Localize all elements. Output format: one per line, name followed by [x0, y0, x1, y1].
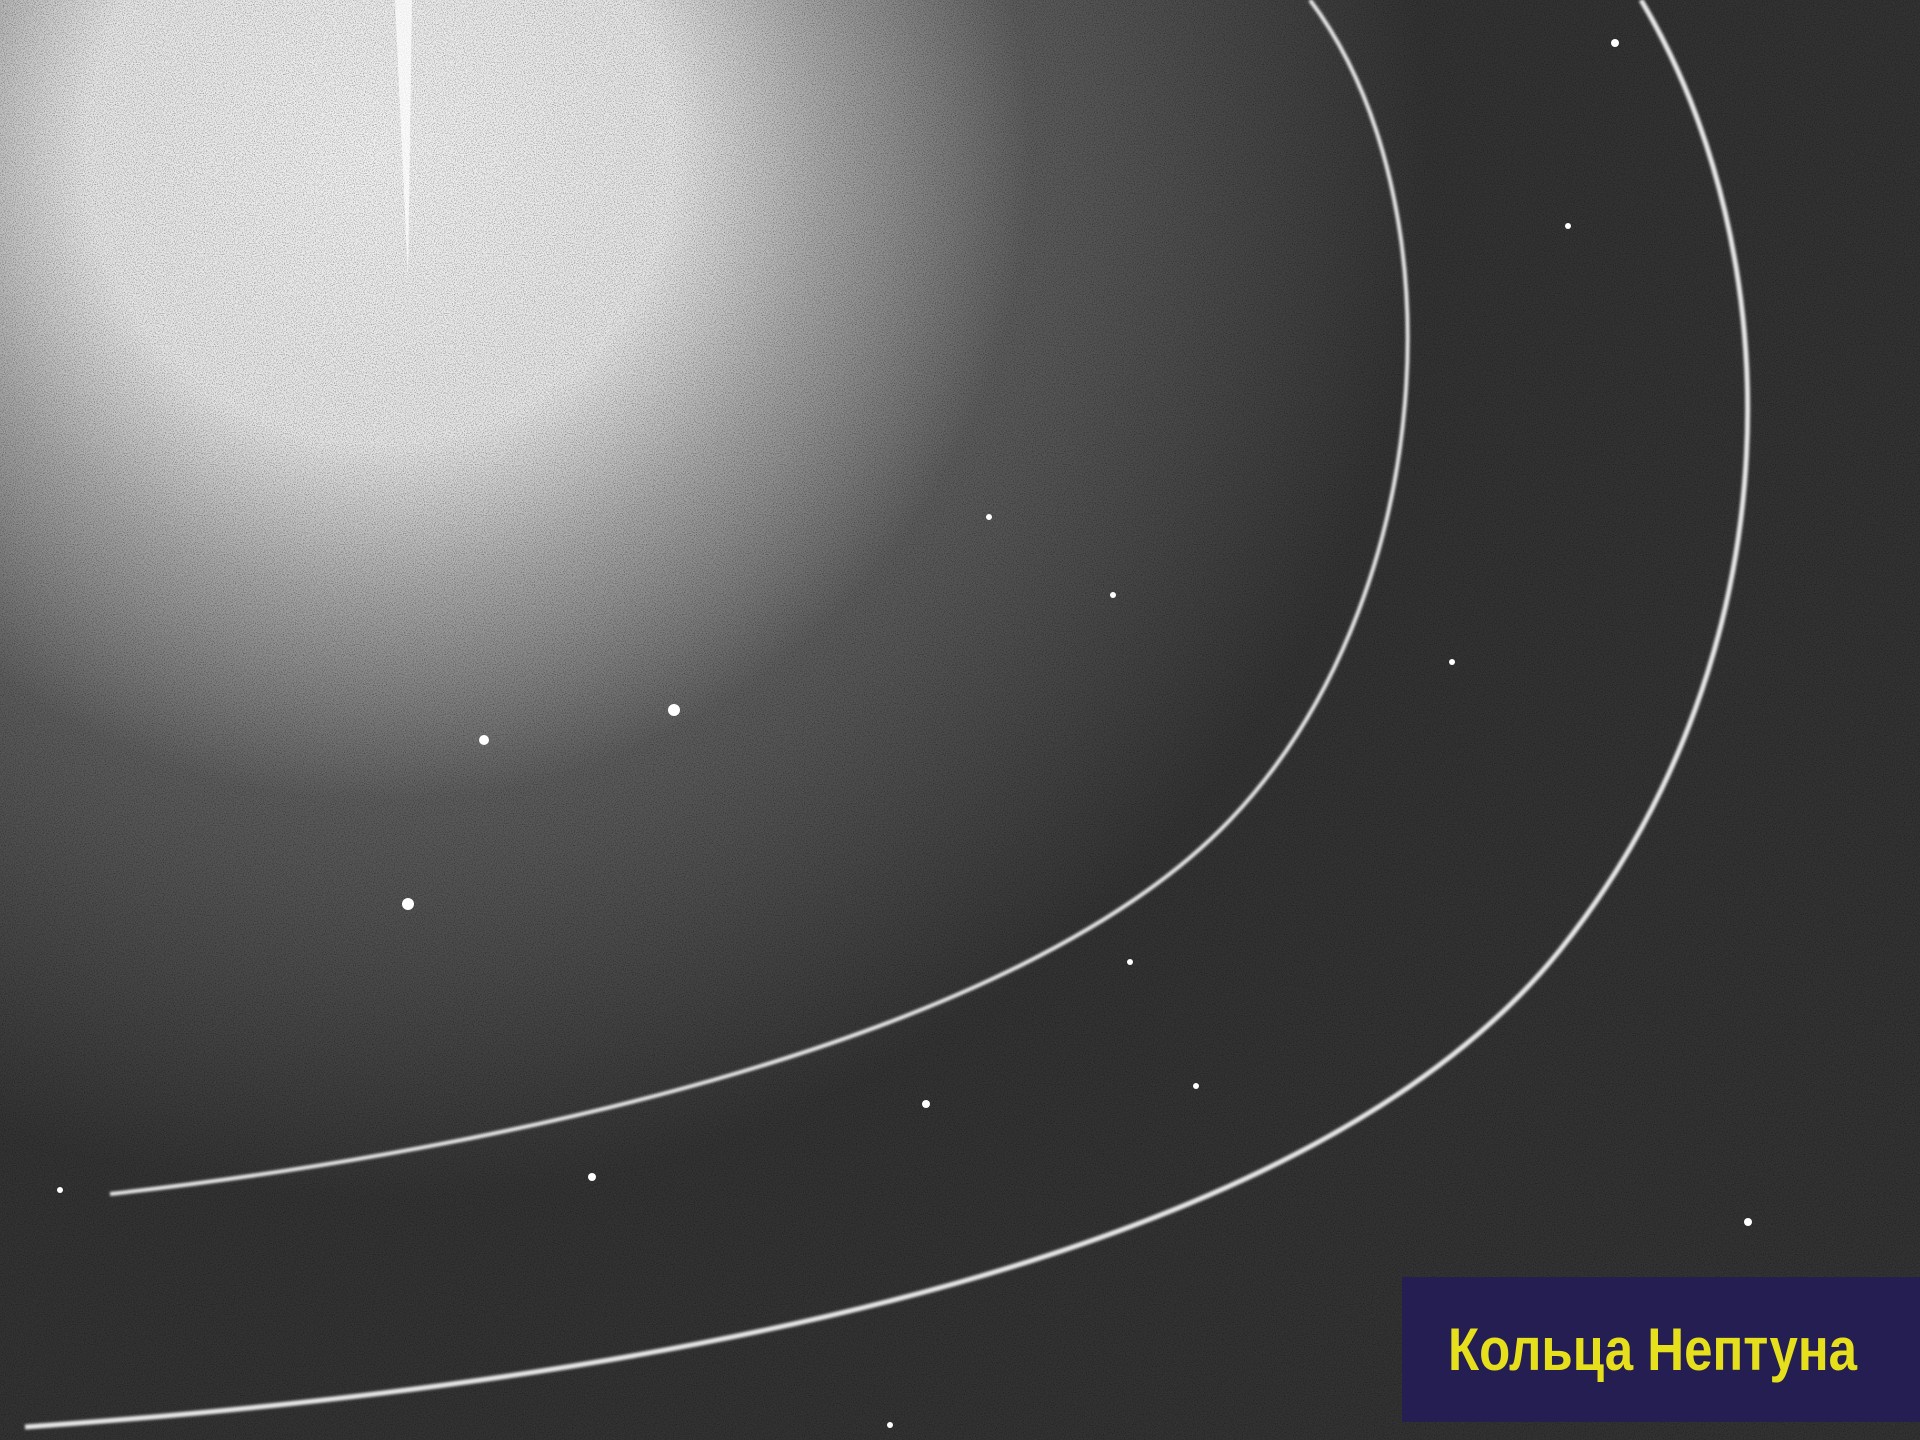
star — [887, 1422, 893, 1428]
caption: Кольца Нептуна — [1448, 1315, 1857, 1384]
star — [1449, 659, 1455, 665]
star — [1110, 592, 1116, 598]
star — [1127, 959, 1133, 965]
star — [402, 898, 414, 910]
star — [1611, 39, 1619, 47]
grain — [0, 0, 1920, 1440]
photo — [0, 0, 1920, 1440]
star — [1744, 1218, 1752, 1226]
caption-box: Кольца Нептуна — [1402, 1277, 1920, 1422]
star — [479, 735, 489, 745]
star — [986, 514, 992, 520]
star — [1565, 223, 1571, 229]
page: Кольца Нептуна (() => { const data = JSO… — [0, 0, 1920, 1440]
star — [668, 704, 680, 716]
star — [588, 1173, 596, 1181]
star — [1193, 1083, 1199, 1089]
star — [922, 1100, 930, 1108]
star — [57, 1187, 63, 1193]
